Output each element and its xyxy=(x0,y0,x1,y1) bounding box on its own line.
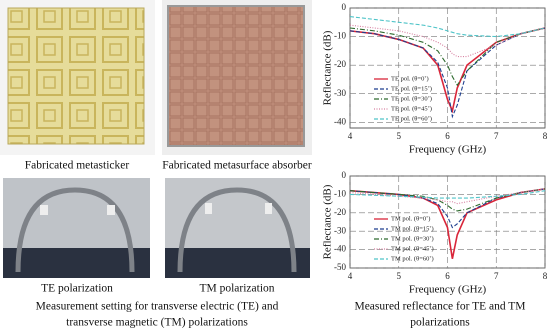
legend-label: TE pol. (θ=30˚) xyxy=(391,95,432,102)
legend-label: TM pol. (θ=15˚) xyxy=(391,225,434,232)
series-line xyxy=(349,188,546,205)
legend-label: TE pol. (θ=60˚) xyxy=(391,115,432,122)
y-axis-label: Reflectance (dB) xyxy=(322,30,334,105)
x-axis-label: Frequency (GHz) xyxy=(409,284,487,296)
y-tick-label: 0 xyxy=(342,2,347,12)
y-tick-label: -20 xyxy=(334,59,346,69)
caption: transverse magnetic (TM) polarizations xyxy=(66,317,248,329)
photo-te-setup xyxy=(3,178,150,278)
caption: Fabricated metasurface absorber xyxy=(162,160,312,172)
y-tick-label: -50 xyxy=(334,262,346,272)
x-tick-label: 6 xyxy=(445,271,450,281)
x-axis-label: Frequency (GHz) xyxy=(409,144,487,156)
y-axis-label: Reflectance (dB) xyxy=(322,184,334,259)
x-tick-label: 5 xyxy=(397,131,402,141)
y-tick-label: -30 xyxy=(334,225,346,235)
y-tick-label: 0 xyxy=(342,170,347,180)
legend-label: TM pol. (θ=0˚) xyxy=(391,215,430,222)
photo-metasticker xyxy=(0,0,155,155)
x-tick-label: 8 xyxy=(543,271,548,281)
photo-absorber xyxy=(162,0,312,155)
x-tick-label: 5 xyxy=(397,271,402,281)
series-line xyxy=(349,27,546,87)
legend-label: TE pol. (θ=15˚) xyxy=(391,85,432,92)
caption: Measurement setting for transverse elect… xyxy=(36,301,279,313)
y-tick-label: -40 xyxy=(334,244,346,254)
y-tick-label: -20 xyxy=(334,207,346,217)
legend-label: TM pol. (θ=30˚) xyxy=(391,235,434,242)
x-tick-label: 7 xyxy=(494,131,499,141)
legend-label: TM pol. (θ=45˚) xyxy=(391,245,434,252)
y-tick-label: -30 xyxy=(334,88,346,98)
y-tick-label: -10 xyxy=(334,31,346,41)
caption: TM polarization xyxy=(199,283,274,295)
photo-tm-setup xyxy=(165,178,310,278)
y-tick-label: -10 xyxy=(334,188,346,198)
x-tick-label: 8 xyxy=(543,131,548,141)
caption: TE polarization xyxy=(41,283,113,295)
caption: polarizations xyxy=(410,317,470,329)
legend-label: TE pol. (θ=45˚) xyxy=(391,105,432,112)
caption: Measured reflectance for TE and TM xyxy=(354,301,525,313)
series-line xyxy=(349,190,546,199)
x-tick-label: 7 xyxy=(494,271,499,281)
x-tick-label: 4 xyxy=(348,271,353,281)
x-tick-label: 4 xyxy=(348,131,353,141)
series-line xyxy=(349,27,546,119)
x-tick-label: 6 xyxy=(445,131,450,141)
caption: Fabricated metasticker xyxy=(25,160,130,172)
legend-label: TM pol. (θ=60˚) xyxy=(391,255,434,262)
series-line xyxy=(349,16,546,38)
series-line xyxy=(349,188,546,212)
legend-label: TE pol. (θ=0˚) xyxy=(391,75,429,82)
y-tick-label: -40 xyxy=(334,116,346,126)
